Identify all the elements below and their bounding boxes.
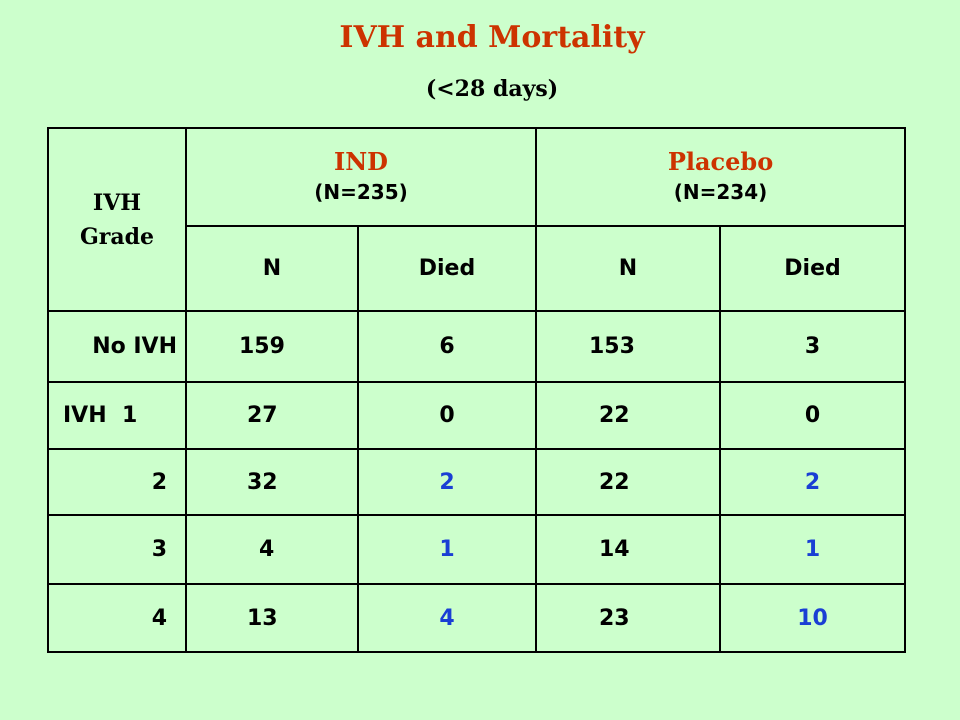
placebo-n-value: 22 [535,381,721,450]
ind-n-value: 32 [185,448,359,516]
placebo-died-value: 0 [718,381,907,450]
ind-group-header: IND (N=235) [185,127,537,227]
placebo-n-header: N [535,225,721,312]
placebo-group-header: Placebo (N=234) [534,127,907,227]
ind-died-header: Died [357,225,537,312]
ivh-grade-header-line2: Grade [79,223,154,250]
placebo-n-value: 153 [535,310,721,383]
ind-n-header: N [185,225,359,312]
placebo-n-value: 23 [535,583,721,653]
table-row: No IVH 159 6 153 3 [47,310,907,383]
ind-died-value: 6 [357,310,537,383]
ind-group-name: IND [334,147,388,176]
table-row: IVH 1 27 0 22 0 [47,381,907,450]
ind-n-value: 27 [185,381,359,450]
placebo-died-value: 3 [718,310,907,383]
ind-died-value: 1 [357,514,537,585]
table-header-row: IVH Grade IND (N=235) Placebo (N=234) [47,127,907,312]
placebo-group-name: Placebo [667,147,774,176]
ind-n-value: 159 [185,310,359,383]
row-label: No IVH [47,310,187,383]
placebo-died-header: Died [718,225,907,312]
slide-title: IVH and Mortality [339,20,645,55]
table-row: 3 4 1 14 1 [47,514,907,585]
ind-died-value: 2 [357,448,537,516]
ind-group-count: (N=235) [314,180,408,204]
ind-n-value: 13 [185,583,359,653]
row-label: 3 [47,514,187,585]
placebo-n-value: 14 [535,514,721,585]
slide-subtitle: (<28 days) [425,76,559,102]
placebo-died-value: 10 [718,583,907,653]
row-label: 4 [47,583,187,653]
placebo-group-count: (N=234) [673,180,768,204]
placebo-died-value: 2 [718,448,907,516]
table-row: 2 32 2 22 2 [47,448,907,516]
placebo-died-value: 1 [718,514,907,585]
ind-died-value: 4 [357,583,537,653]
placebo-n-value: 22 [535,448,721,516]
table-subheader-row: N Died N Died [48,225,907,312]
ind-died-value: 0 [357,381,537,450]
ivh-mortality-table: IVH Grade IND (N=235) Placebo (N=234) N … [47,127,907,653]
row-label: 2 [47,448,187,516]
table-row: 4 13 4 23 10 [47,583,907,653]
ivh-grade-header: IVH Grade [47,127,187,312]
ivh-grade-header-line1: IVH [92,189,142,216]
ind-n-value: 4 [185,514,359,585]
row-label: IVH 1 [47,381,187,450]
